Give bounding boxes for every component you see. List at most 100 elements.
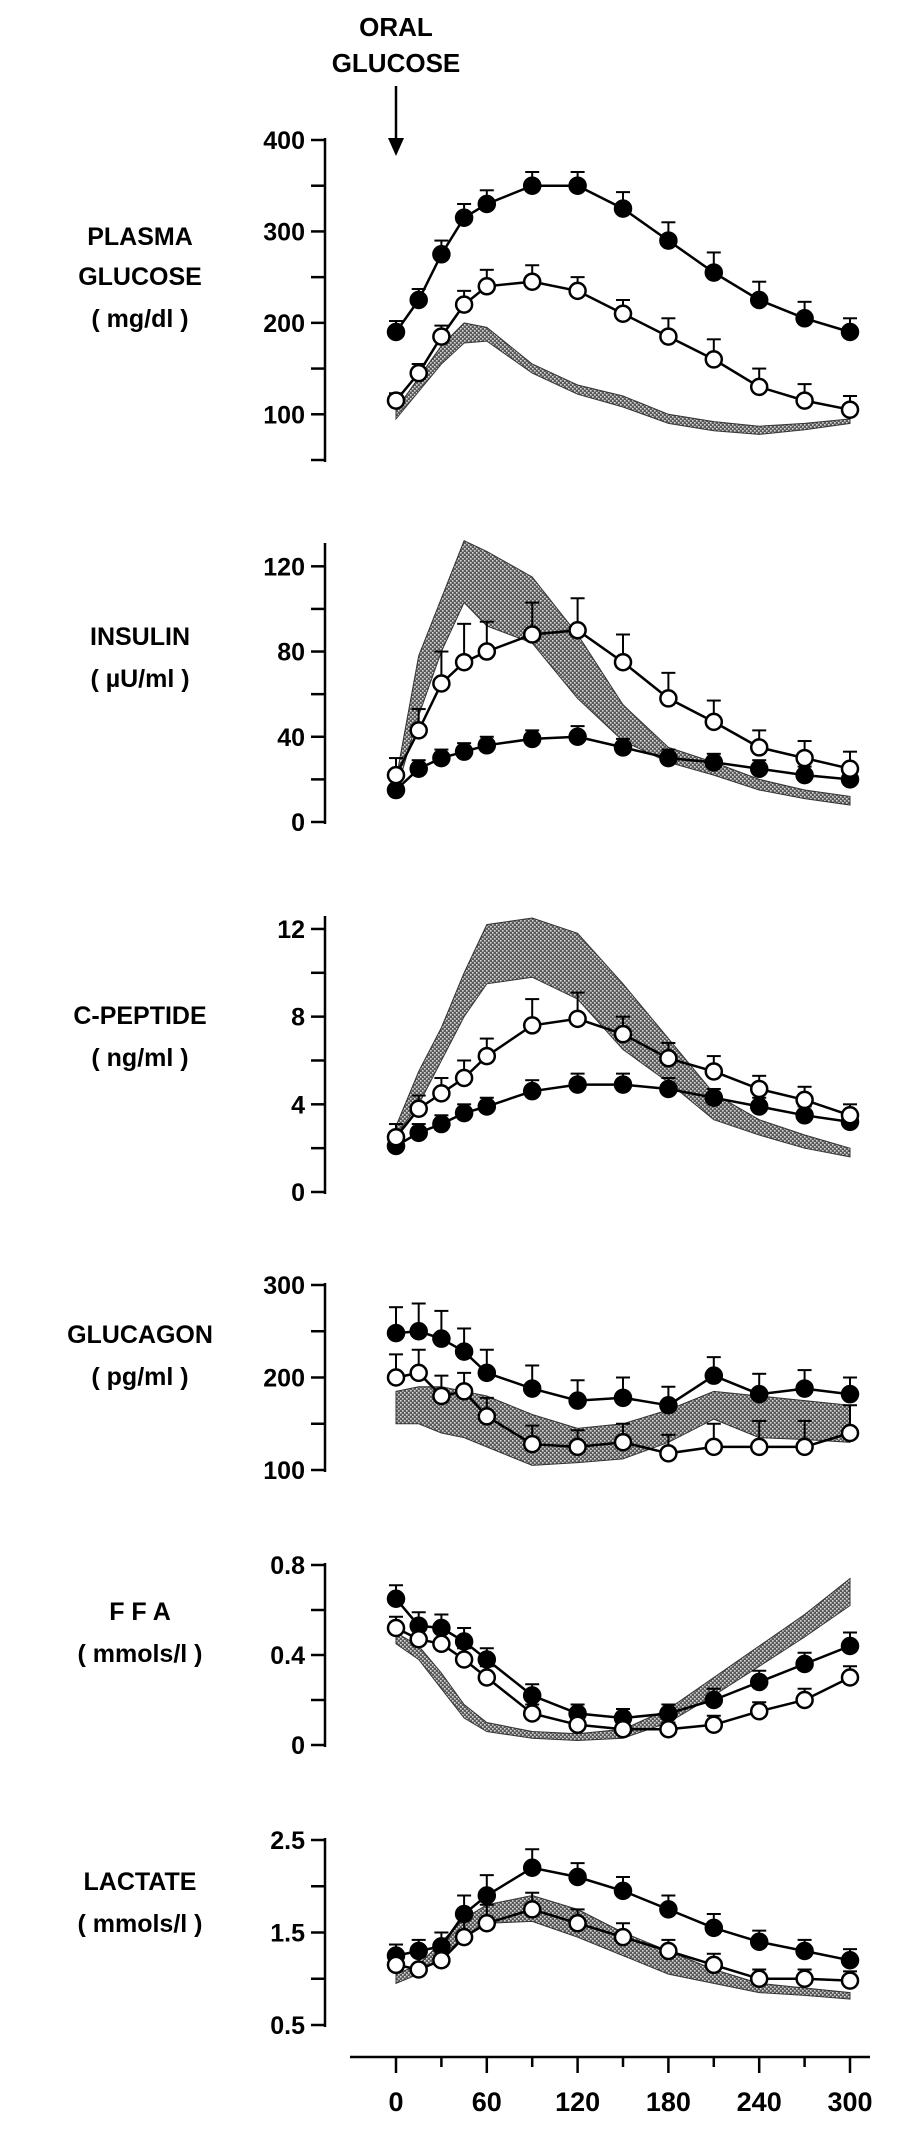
- data-point: [659, 1900, 678, 1919]
- data-point: [659, 231, 678, 250]
- data-point: [522, 625, 542, 644]
- panel-5: F F A ( mmols/l ) 0 0.4 0.8: [77, 1552, 860, 1760]
- data-point: [522, 176, 542, 195]
- data-point: [840, 1668, 860, 1687]
- data-point: [613, 1075, 633, 1094]
- data-point: [454, 1632, 474, 1651]
- y-tick-label: 40: [277, 724, 305, 752]
- y-tick-label: 80: [277, 639, 305, 667]
- y-tick-label: 400: [263, 127, 305, 155]
- y-tick-label: 0: [291, 1732, 305, 1760]
- data-point: [568, 1075, 587, 1094]
- x-tick-label: 120: [555, 2087, 600, 2117]
- panel-title-line: ( ng/ml ): [91, 1044, 188, 1072]
- data-point: [840, 1106, 860, 1125]
- data-point: [795, 1379, 814, 1398]
- y-tick-label: 8: [291, 1004, 305, 1032]
- data-point: [795, 1969, 814, 1988]
- data-point: [432, 1386, 451, 1406]
- series-filled: [386, 171, 860, 342]
- series-open: [386, 264, 860, 419]
- panel-title-line: ( mg/dl ): [91, 305, 188, 333]
- data-point: [659, 1720, 678, 1739]
- data-point: [840, 1951, 860, 1970]
- data-point: [749, 759, 769, 778]
- data-point: [749, 1384, 769, 1404]
- data-point: [409, 1630, 428, 1649]
- data-point: [386, 765, 406, 785]
- data-point: [454, 295, 474, 314]
- data-point: [613, 304, 633, 323]
- data-point: [454, 1382, 474, 1401]
- panel-title-line: F F A: [109, 1598, 171, 1626]
- data-point: [477, 1097, 497, 1116]
- data-point: [568, 1715, 587, 1734]
- data-point: [477, 1650, 497, 1669]
- data-point: [795, 1690, 814, 1710]
- panel-3: C-PEPTIDE ( ng/ml ) 0 4 8 12: [73, 916, 860, 1207]
- y-tick-label: 200: [263, 310, 305, 338]
- data-point: [522, 729, 542, 749]
- data-point: [613, 199, 633, 218]
- data-point: [749, 1969, 769, 1988]
- data-point: [840, 1636, 860, 1656]
- data-point: [568, 1009, 587, 1029]
- panel-title-line: ( mmols/l ): [77, 1640, 202, 1668]
- data-point: [454, 208, 474, 227]
- series-open: [386, 1615, 860, 1739]
- y-tick-label: 0: [291, 809, 305, 837]
- data-point: [522, 272, 542, 291]
- x-tick-label: 300: [827, 2087, 872, 2117]
- data-point: [432, 327, 451, 346]
- panel-title-line: INSULIN: [90, 623, 190, 651]
- data-point: [795, 1654, 814, 1674]
- data-point: [477, 1363, 497, 1383]
- data-point: [840, 1423, 860, 1443]
- data-point: [704, 712, 724, 732]
- data-point: [613, 1927, 633, 1947]
- data-point: [568, 176, 587, 195]
- panel-title-line: ( µU/ml ): [90, 665, 189, 693]
- data-point: [409, 1322, 428, 1341]
- data-point: [795, 1090, 814, 1110]
- data-point: [659, 1049, 678, 1068]
- panel-title-line: ( mmols/l ): [77, 1910, 202, 1938]
- data-point: [795, 309, 814, 328]
- panel-title-line: PLASMA: [87, 223, 193, 251]
- series-open: [386, 597, 860, 785]
- data-point: [568, 1391, 587, 1410]
- panel-2: INSULIN ( µU/ml ) 0 40 80 120: [90, 540, 860, 837]
- data-point: [432, 1951, 451, 1970]
- data-point: [613, 1433, 633, 1452]
- data-point: [795, 391, 814, 410]
- data-point: [659, 1396, 678, 1415]
- data-point: [749, 1079, 769, 1099]
- data-point: [704, 1690, 724, 1710]
- data-point: [749, 377, 769, 397]
- data-point: [704, 1715, 724, 1734]
- y-tick-label: 100: [263, 401, 305, 429]
- oral-glucose-annotation: ORAL GLUCOSE: [332, 12, 460, 156]
- data-point: [477, 1886, 497, 1905]
- data-point: [840, 1971, 860, 1990]
- data-point: [386, 1323, 406, 1343]
- y-tick-label: 0.8: [270, 1552, 305, 1580]
- data-point: [795, 1941, 814, 1961]
- data-point: [409, 1960, 428, 1979]
- panel-title-line: C-PEPTIDE: [73, 1002, 206, 1030]
- y-tick-label: 1.5: [270, 1920, 305, 1948]
- data-point: [522, 1379, 542, 1398]
- data-point: [522, 1704, 542, 1723]
- data-point: [749, 738, 769, 757]
- data-point: [409, 1123, 428, 1143]
- data-point: [795, 1437, 814, 1457]
- data-point: [795, 748, 814, 768]
- data-point: [749, 1672, 769, 1692]
- data-point: [522, 1016, 542, 1035]
- data-point: [704, 1918, 724, 1938]
- data-point: [432, 1114, 451, 1134]
- data-point: [613, 1024, 633, 1044]
- data-point: [477, 642, 497, 661]
- data-point: [704, 350, 724, 369]
- y-tick-label: 0: [291, 1179, 305, 1207]
